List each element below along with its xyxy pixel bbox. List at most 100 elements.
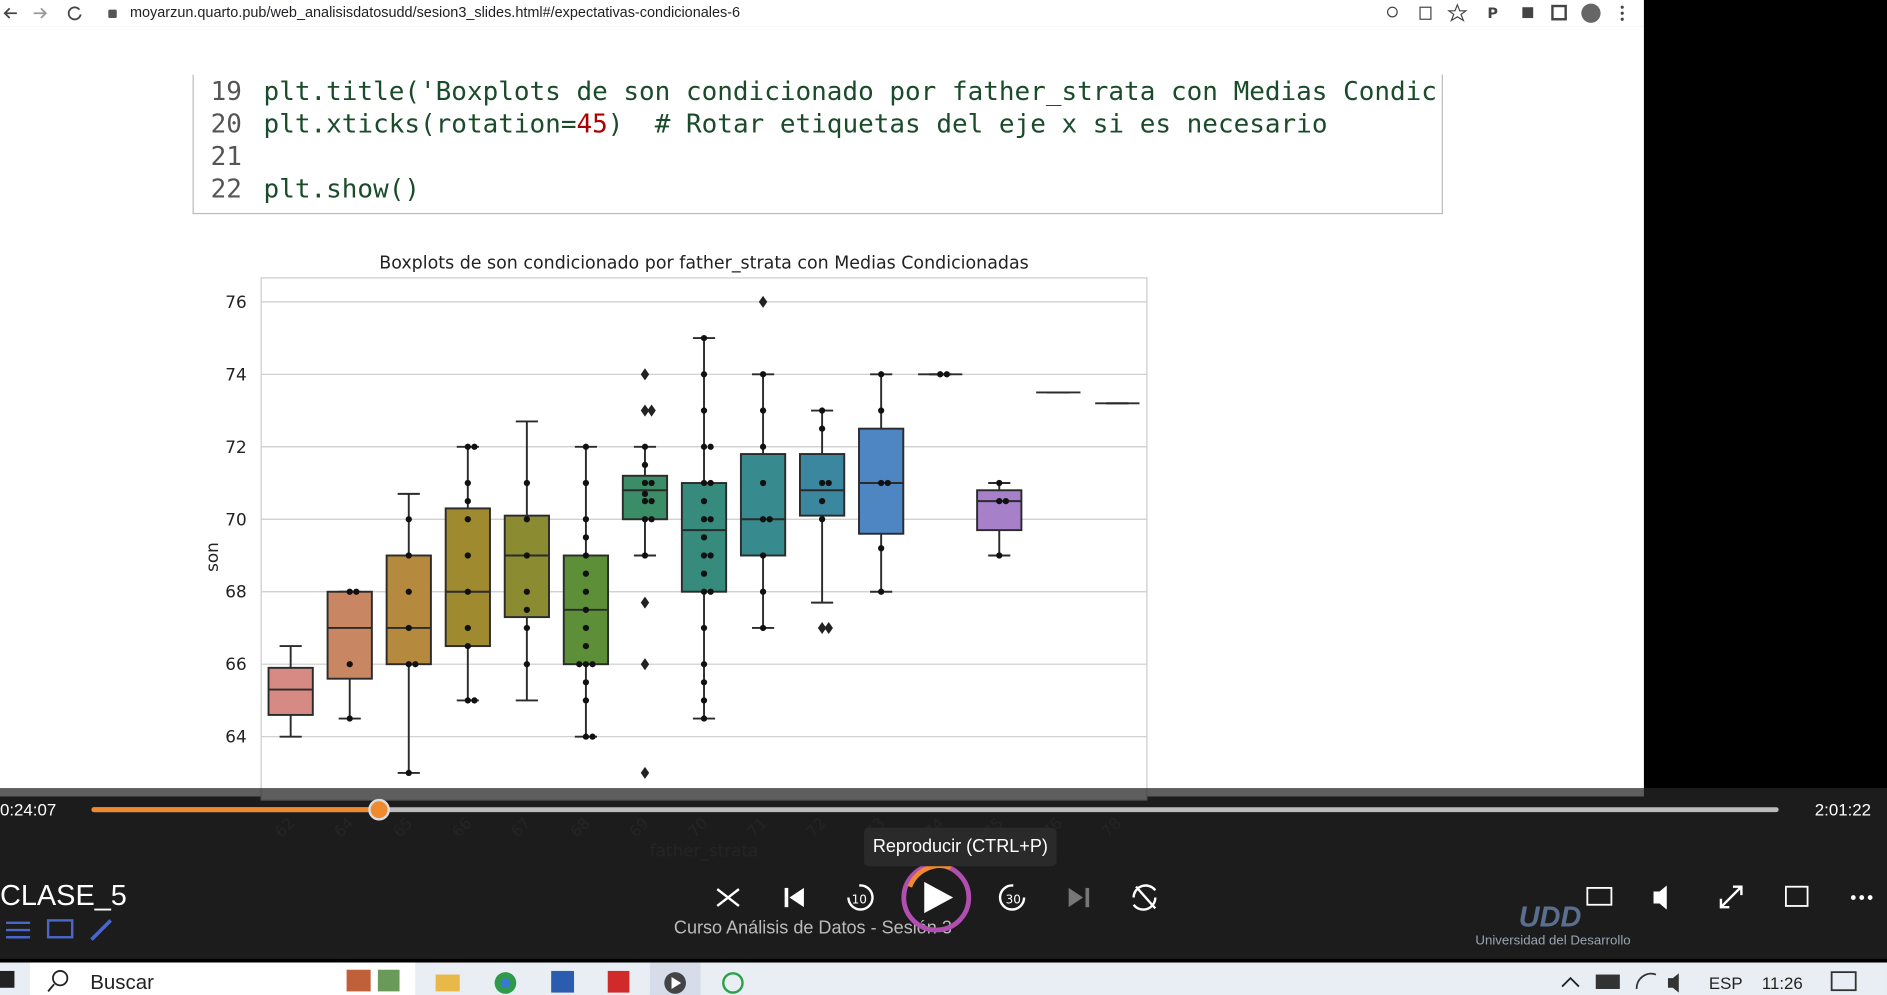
swarm-point (346, 588, 353, 595)
box (503, 514, 550, 619)
swarm-point (759, 552, 767, 559)
url[interactable]: moyarzun.quarto.pub/web_analisisdatosudd… (129, 3, 741, 21)
swarm-point (759, 516, 767, 523)
code-token: plt.show() (263, 174, 421, 205)
swarm-point (878, 545, 885, 552)
swarm-point (700, 552, 708, 559)
swarm-point (707, 443, 714, 450)
start-button[interactable] (0, 970, 15, 988)
swarm-point (464, 697, 471, 704)
swarm-point (464, 516, 471, 523)
swarm-point (707, 552, 714, 559)
swarm-point (582, 534, 590, 541)
skip-forward-label: 30 (1006, 893, 1021, 907)
swarm-point (353, 588, 360, 595)
swarm-point (641, 479, 649, 487)
swarm-point (759, 588, 767, 595)
swarm-point (700, 334, 708, 342)
swarm-point (582, 697, 590, 704)
swarm-point (759, 443, 767, 450)
svg-text:P: P (1487, 6, 1498, 22)
swarm-point (707, 588, 714, 595)
swarm-point (582, 733, 590, 740)
code-line: 22 plt.show() (194, 174, 420, 206)
swarm-point (878, 407, 885, 414)
volume-button[interactable] (1653, 885, 1667, 910)
swarm-point (582, 679, 590, 686)
next-button[interactable] (1068, 887, 1090, 908)
box (976, 489, 1023, 532)
logo: UDD (1518, 901, 1582, 934)
chart: Boxplots de son condicionado por father_… (202, 253, 1148, 862)
swarm-point (641, 552, 649, 559)
fullscreen-button[interactable] (1719, 885, 1743, 909)
logo-caption: Universidad del Desarrollo (1475, 933, 1631, 949)
swarm-point (700, 624, 708, 632)
swarm-point (996, 552, 1003, 559)
swarm-point (405, 661, 412, 668)
swarm-point (405, 516, 412, 523)
swarm-point (582, 443, 590, 450)
repeat-button[interactable] (1132, 884, 1157, 911)
video-subtitle: Curso Análisis de Datos - Sesión 3 (673, 917, 952, 939)
outlier (647, 404, 656, 417)
swarm-point (471, 443, 478, 450)
tooltip: Reproducir (CTRL+P) (864, 827, 1057, 867)
swarm-point (707, 479, 714, 487)
swarm-point (641, 498, 649, 505)
search-text: Buscar (90, 970, 154, 994)
chart-title: Boxplots de son condicionado por father_… (379, 253, 1029, 273)
box (385, 554, 432, 666)
swarm-point (582, 606, 590, 613)
swarm-point (700, 570, 708, 577)
swarm-point (464, 588, 471, 595)
swarm-point (412, 661, 419, 668)
swarm-point (523, 516, 530, 523)
pip-button[interactable] (1785, 885, 1809, 907)
swarm-point (582, 588, 590, 595)
progress-knob[interactable] (368, 798, 390, 821)
swarm-point (641, 516, 649, 523)
swarm-point (700, 697, 708, 704)
shuffle-button[interactable] (716, 888, 740, 907)
swarm-point (759, 624, 767, 632)
line-number: 20 (210, 109, 242, 140)
box (739, 453, 787, 557)
swarm-point (700, 498, 708, 505)
player-controls: 0:24:07 2:01:22 CLASE_5 Curso Análisis d… (0, 788, 1887, 959)
swarm-point (818, 425, 826, 432)
swarm-point (589, 733, 596, 740)
progress-track[interactable] (91, 807, 1779, 813)
swarm-point (405, 588, 412, 595)
skip-back-button[interactable] (847, 884, 874, 911)
swarm-point (759, 371, 767, 378)
previous-button[interactable] (784, 887, 804, 908)
swarm-point (818, 516, 826, 523)
swarm-point (818, 498, 826, 505)
y-axis-label: son (202, 542, 222, 572)
swarm-point (759, 407, 767, 414)
swarm-point (464, 443, 471, 450)
browser-icons: P (1386, 3, 1624, 23)
swarm-point (523, 624, 530, 632)
captions-button[interactable] (1586, 887, 1613, 906)
swarm-point (700, 679, 708, 686)
swarm-point (700, 715, 708, 722)
box (267, 666, 314, 716)
taskbar-icons (0, 962, 1857, 995)
swarm-point (878, 479, 885, 487)
swarm-point (464, 624, 471, 632)
swarm-point (582, 552, 590, 559)
swarm-point (576, 661, 583, 668)
swarm-point (700, 588, 708, 595)
code-token: plt.xticks(rotation= (263, 109, 577, 140)
swarm-point (582, 570, 590, 577)
time-elapsed: 0:24:07 (0, 800, 57, 820)
swarm-point (582, 479, 590, 487)
skip-forward-button[interactable] (998, 884, 1026, 911)
play-button[interactable] (924, 881, 954, 914)
swarm-point (700, 479, 708, 487)
skip-back-label: 10 (852, 893, 867, 907)
